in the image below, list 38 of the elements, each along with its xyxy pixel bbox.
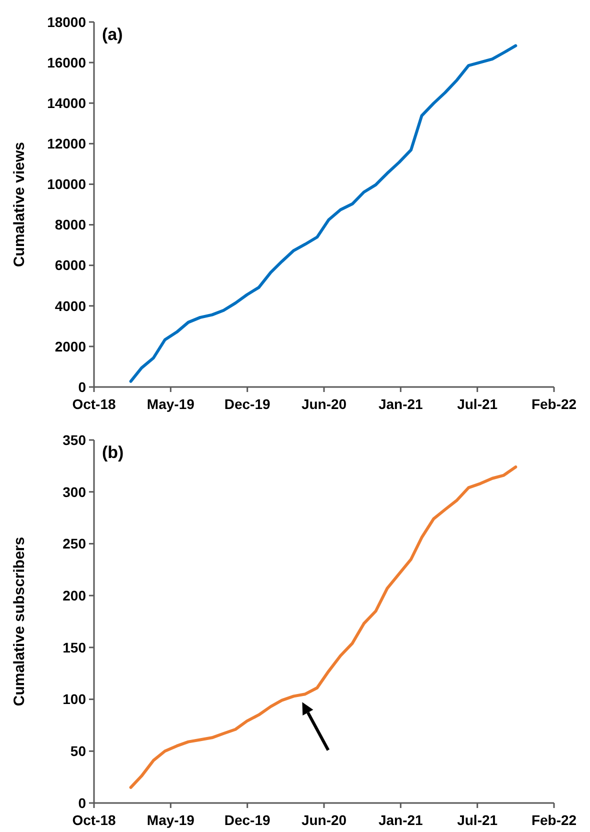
- y-tick-label: 10000: [47, 176, 86, 192]
- x-tick-label: May-19: [146, 396, 195, 412]
- y-tick-label: 8000: [54, 216, 86, 233]
- x-tick-label: Jul-21: [457, 396, 498, 412]
- x-tick-label: May-19: [146, 812, 195, 828]
- y-tick-label: 250: [62, 536, 86, 552]
- x-tick-label: Dec-19: [224, 812, 271, 828]
- y-axis-title: Cumalative views: [11, 142, 28, 268]
- y-tick-label: 200: [62, 587, 86, 604]
- x-tick-label: Dec-19: [224, 396, 271, 412]
- x-tick-label: Jul-21: [457, 812, 498, 828]
- x-tick-label: Jan-21: [378, 812, 424, 828]
- y-tick-label: 0: [78, 794, 86, 811]
- y-tick-label: 100: [62, 691, 86, 708]
- y-tick-label: 14000: [47, 95, 86, 112]
- y-tick-label: 6000: [54, 257, 86, 274]
- y-tick-label: 150: [62, 639, 86, 656]
- annotation: (b): [102, 443, 124, 462]
- y-tick-label: 4000: [54, 298, 86, 314]
- y-tick-label: 300: [62, 484, 86, 500]
- y-axis-title: Cumalative subscribers: [11, 536, 28, 706]
- line-series: [129, 465, 518, 789]
- y-tick-label: 12000: [47, 136, 86, 152]
- x-tick-label: Jun-20: [301, 396, 347, 412]
- x-tick-label: Jan-21: [378, 396, 424, 412]
- line-series: [129, 44, 518, 383]
- x-tick-label: Oct-18: [72, 812, 116, 828]
- x-tick-label: Oct-18: [72, 396, 116, 412]
- annotation: (a): [102, 25, 123, 44]
- x-tick-label: Feb-22: [531, 396, 577, 412]
- x-tick-label: Feb-22: [531, 812, 577, 828]
- y-tick-label: 350: [62, 432, 86, 448]
- y-tick-label: 50: [70, 743, 86, 760]
- y-tick-label: 2000: [54, 338, 86, 354]
- y-tick-label: 0: [78, 378, 86, 395]
- x-tick-label: Jun-20: [301, 812, 347, 828]
- y-tick-label: 16000: [47, 54, 86, 70]
- y-tick-label: 18000: [47, 14, 86, 30]
